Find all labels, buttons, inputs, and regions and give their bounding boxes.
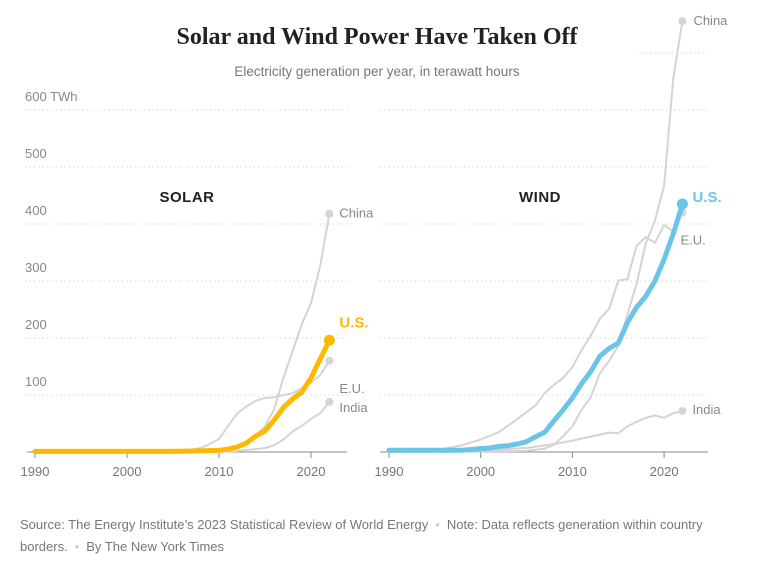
x-tick-label-wind-1990: 1990 <box>375 464 404 479</box>
series-lines <box>32 17 688 454</box>
data-note: Note: Data reflects generation within co… <box>20 517 703 554</box>
series-label-wind-eu: E.U. <box>680 233 705 248</box>
series-line-wind-india <box>388 410 684 453</box>
footer-separator: • <box>74 539 80 554</box>
series-endpoint-solar-india <box>325 397 334 406</box>
chart-subtitle: Electricity generation per year, in tera… <box>234 64 519 79</box>
series-endpoint-solar-eu <box>325 356 334 365</box>
series-label-solar-china: China <box>339 206 374 221</box>
series-line-wind-china <box>388 20 684 453</box>
axes: 100 200 300 400 500 600 TWh 1990 2000 2010 2020 19… <box>21 89 708 479</box>
series-line-solar-india <box>34 400 331 453</box>
x-tick-label-solar-2010: 2010 <box>205 464 234 479</box>
x-tick-label-solar-2000: 2000 <box>113 464 142 479</box>
series-line-wind-eu <box>388 211 684 453</box>
source-note: Source: The Energy Institute’s 2023 Stat… <box>20 517 429 532</box>
y-tick-label-600: 600 TWh <box>25 89 78 104</box>
footer: Source: The Energy Institute’s 2023 Stat… <box>20 514 720 558</box>
x-tick-label-solar-2020: 2020 <box>297 464 326 479</box>
series-line-solar-china <box>34 212 331 453</box>
series-line-wind-us <box>386 201 685 453</box>
x-tick-label-wind-2000: 2000 <box>466 464 495 479</box>
x-tick-label-solar-1990: 1990 <box>21 464 50 479</box>
series-endpoint-wind-china <box>678 17 687 26</box>
series-endpoint-solar-us <box>323 334 335 346</box>
series-label-wind-china: China <box>693 13 728 28</box>
y-tick-label-100: 100 <box>25 374 47 389</box>
gridlines <box>25 52 708 396</box>
series-line-solar-us <box>32 337 332 454</box>
y-tick-label-500: 500 <box>25 146 47 161</box>
panel-title-wind: WIND <box>519 189 561 206</box>
series-label-wind-us: U.S. <box>692 189 721 206</box>
chart-canvas: Solar and Wind Power Have Taken Off Elec… <box>21 13 729 479</box>
series-label-solar-eu: E.U. <box>339 381 364 396</box>
series-label-wind-india: India <box>692 402 721 417</box>
y-tick-label-200: 200 <box>25 317 47 332</box>
y-tick-label-400: 400 <box>25 203 47 218</box>
x-tick-label-wind-2010: 2010 <box>558 464 587 479</box>
series-endpoint-solar-china <box>325 209 334 218</box>
byline: By The New York Times <box>86 539 225 554</box>
y-tick-label-300: 300 <box>25 260 47 275</box>
x-tick-label-wind-2020: 2020 <box>650 464 679 479</box>
footer-separator: • <box>435 517 440 532</box>
labels: SOLAR China E.U. India U.S. WIND China E.U. Indi… <box>160 13 729 417</box>
series-endpoint-wind-india <box>678 406 687 415</box>
chart-title: Solar and Wind Power Have Taken Off <box>177 24 579 50</box>
series-endpoint-wind-us <box>676 198 688 210</box>
panel-title-solar: SOLAR <box>160 189 215 206</box>
series-label-solar-india: India <box>339 400 368 415</box>
series-label-solar-us: U.S. <box>339 314 368 331</box>
